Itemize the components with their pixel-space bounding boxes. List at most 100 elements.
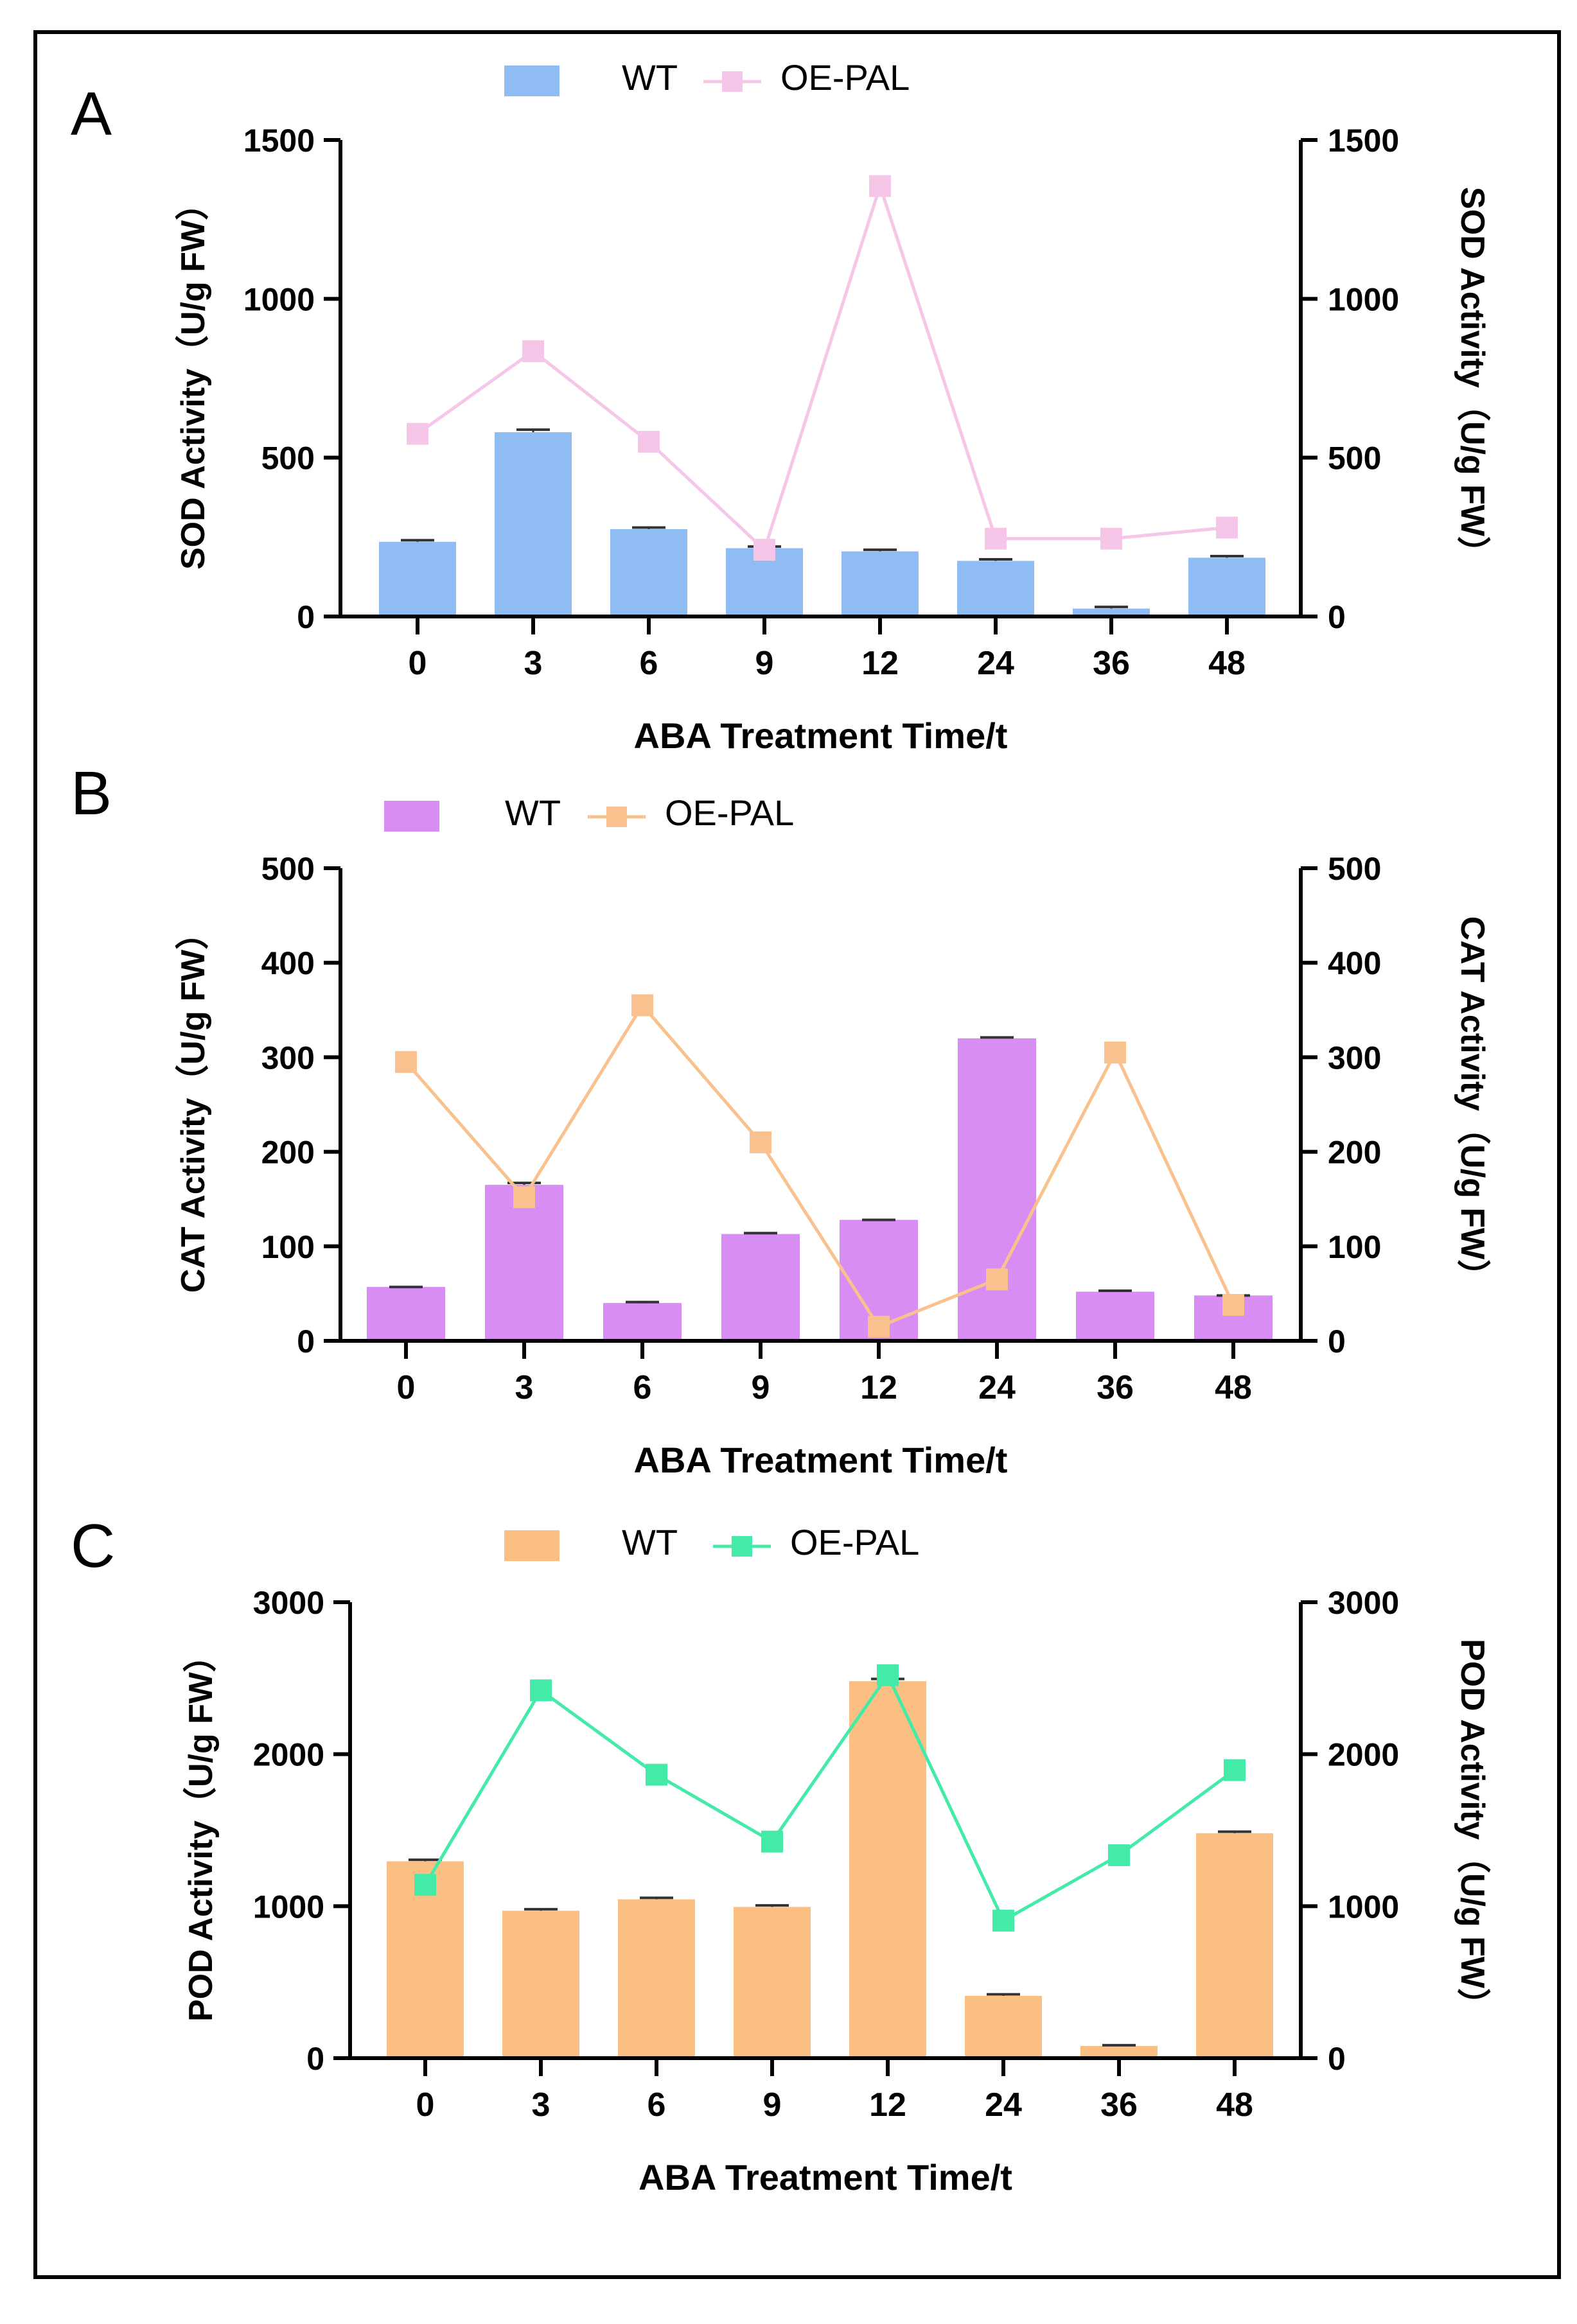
point-oe-pal-48	[1216, 516, 1238, 539]
chart-panel-b: B WT OE-PAL 0 0 100 100 200 200 300 300 400 400 500 50…	[71, 759, 1491, 1480]
x-axis-title: ABA Treatment Time/t	[639, 2157, 1012, 2197]
x-tick-label-9: 9	[755, 645, 774, 682]
legend-swatch-wt	[384, 801, 439, 832]
x-tick-label-3: 3	[524, 645, 543, 682]
y-tick-label-left: 3000	[253, 1585, 324, 1621]
y-tick-label-left: 1000	[253, 1889, 324, 1925]
bar-wt-36	[1073, 608, 1150, 616]
point-oe-pal-0	[414, 1874, 436, 1896]
x-tick-label-3: 3	[515, 1369, 534, 1406]
point-oe-pal-36	[1108, 1844, 1130, 1867]
x-tick-label-48: 48	[1216, 2086, 1253, 2124]
point-oe-pal-36	[1104, 1042, 1126, 1064]
y-tick-label-right: 1000	[1328, 1889, 1399, 1925]
y-tick-label-left: 0	[297, 599, 315, 635]
y-tick-label-right: 1500	[1328, 123, 1399, 159]
legend-label-wt: WT	[622, 57, 678, 98]
y-axis-title-right: SOD Activity（U/g FW）	[1454, 187, 1491, 570]
bar-wt-24	[965, 1995, 1042, 2058]
x-tick-label-9: 9	[763, 2086, 782, 2124]
y-tick-label-right: 500	[1328, 441, 1381, 476]
x-axis-title: ABA Treatment Time/t	[634, 715, 1008, 756]
x-tick-label-6: 6	[633, 1369, 652, 1406]
y-axis-title-left: CAT Activity（U/g FW）	[175, 916, 212, 1293]
legend-swatch-wt	[504, 66, 559, 96]
bar-wt-0	[367, 1287, 445, 1341]
bar-wt-9	[734, 1907, 811, 2058]
legend-marker-oe-pal	[732, 1536, 752, 1557]
bar-wt-6	[610, 529, 687, 616]
y-tick-label-right: 300	[1328, 1040, 1381, 1076]
bar-wt-3	[502, 1910, 579, 2058]
y-tick-label-left: 1000	[243, 281, 315, 317]
panel-label: C	[71, 1512, 115, 1580]
line-oe-pal	[423, 1672, 1236, 1923]
point-oe-pal-9	[761, 1830, 783, 1853]
point-oe-pal-6	[638, 430, 660, 453]
y-tick-label-right: 0	[1328, 1324, 1346, 1359]
point-oe-pal-6	[646, 1763, 667, 1786]
x-tick-label-36: 36	[1097, 1369, 1134, 1406]
bar-wt-0	[379, 541, 456, 616]
x-tick-label-0: 0	[397, 1369, 416, 1406]
y-tick-label-left: 400	[261, 945, 315, 981]
bar-wt-3	[485, 1185, 563, 1341]
point-oe-pal-36	[1100, 527, 1122, 550]
y-axis-title-left: POD Activity（U/g FW）	[182, 1639, 220, 2022]
x-tick-label-3: 3	[532, 2086, 551, 2124]
x-tick-label-48: 48	[1208, 645, 1246, 682]
point-oe-pal-3	[522, 340, 544, 362]
bar-wt-24	[958, 1038, 1036, 1341]
point-oe-pal-9	[753, 539, 775, 561]
point-oe-pal-0	[395, 1051, 417, 1073]
point-oe-pal-48	[1224, 1759, 1246, 1781]
y-tick-label-left: 500	[261, 851, 315, 887]
y-tick-label-right: 0	[1328, 599, 1346, 635]
y-tick-label-right: 500	[1328, 851, 1381, 887]
y-tick-label-left: 100	[261, 1229, 315, 1265]
bar-wt-12	[841, 551, 919, 616]
x-tick-label-24: 24	[977, 645, 1014, 682]
y-tick-label-right: 100	[1328, 1229, 1381, 1265]
y-tick-label-right: 3000	[1328, 1585, 1399, 1621]
panel-label: B	[71, 759, 112, 828]
legend-label-wt: WT	[505, 792, 561, 833]
x-tick-label-9: 9	[752, 1369, 770, 1406]
x-tick-label-0: 0	[409, 645, 427, 682]
bar-wt-36	[1076, 1291, 1154, 1341]
point-oe-pal-6	[631, 994, 653, 1017]
y-axis-title-right: CAT Activity（U/g FW）	[1454, 916, 1491, 1293]
point-oe-pal-24	[986, 1268, 1008, 1291]
point-oe-pal-0	[407, 423, 428, 445]
bar-wt-9	[721, 1234, 800, 1341]
legend-label-oe-pal: OE-PAL	[790, 1522, 919, 1562]
x-tick-label-24: 24	[978, 1369, 1016, 1406]
y-tick-label-right: 400	[1328, 945, 1381, 981]
y-tick-label-right: 0	[1328, 2041, 1346, 2077]
bar-wt-24	[957, 561, 1034, 616]
bar-wt-12	[849, 1681, 926, 2058]
x-tick-label-36: 36	[1093, 645, 1130, 682]
y-tick-label-left: 500	[261, 441, 315, 476]
legend-marker-oe-pal	[722, 71, 743, 92]
y-tick-label-left: 2000	[253, 1737, 324, 1773]
point-oe-pal-3	[513, 1186, 535, 1209]
x-tick-label-0: 0	[416, 2086, 435, 2124]
point-oe-pal-9	[750, 1131, 771, 1153]
legend-marker-oe-pal	[606, 807, 627, 827]
point-oe-pal-12	[869, 175, 891, 197]
x-tick-label-6: 6	[640, 645, 658, 682]
bar-wt-6	[618, 1899, 695, 2058]
y-axis-title-left: SOD Activity（U/g FW）	[175, 187, 212, 570]
y-axis-title-right: POD Activity（U/g FW）	[1454, 1639, 1491, 2022]
y-tick-label-left: 300	[261, 1040, 315, 1076]
x-tick-label-12: 12	[861, 645, 899, 682]
x-tick-label-6: 6	[648, 2086, 666, 2124]
y-tick-label-left: 200	[261, 1135, 315, 1171]
bar-wt-36	[1080, 2046, 1158, 2058]
y-tick-label-right: 200	[1328, 1135, 1381, 1171]
x-tick-label-36: 36	[1100, 2086, 1138, 2124]
bar-wt-48	[1196, 1833, 1273, 2058]
